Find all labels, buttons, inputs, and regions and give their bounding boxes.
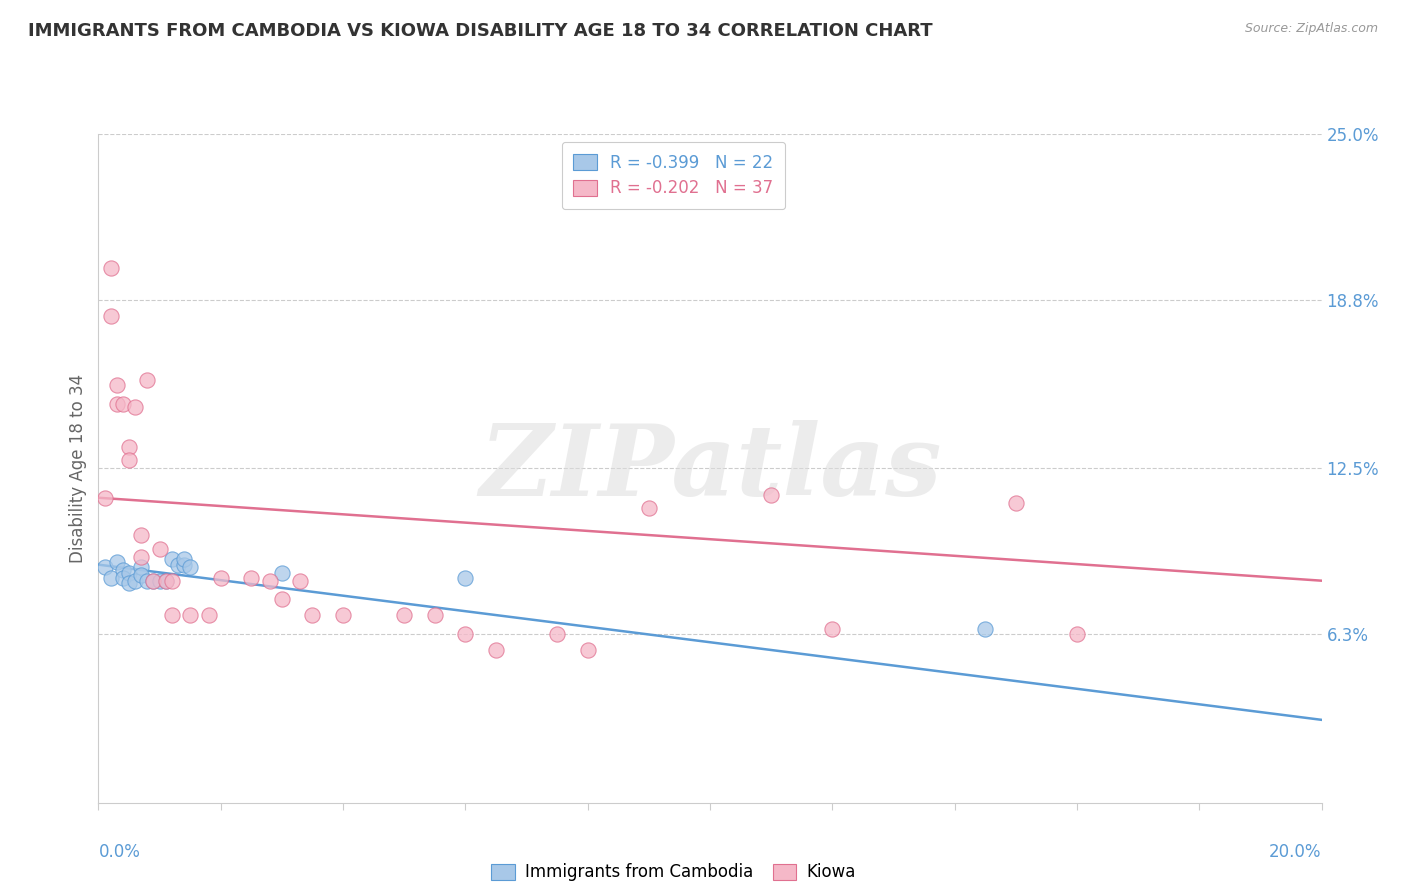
Text: 20.0%: 20.0% [1270, 843, 1322, 861]
Point [93, 491, 115, 505]
Point [759, 488, 782, 502]
Point [93, 560, 115, 574]
Point [332, 608, 354, 623]
Point [576, 643, 599, 657]
Text: IMMIGRANTS FROM CAMBODIA VS KIOWA DISABILITY AGE 18 TO 34 CORRELATION CHART: IMMIGRANTS FROM CAMBODIA VS KIOWA DISABI… [28, 22, 932, 40]
Point [142, 574, 165, 588]
Point [209, 571, 232, 585]
Point [270, 566, 292, 580]
Point [301, 608, 323, 623]
Point [155, 574, 177, 588]
Point [1066, 627, 1088, 641]
Point [129, 528, 152, 542]
Point [160, 574, 183, 588]
Point [111, 563, 134, 577]
Point [173, 558, 195, 572]
Legend: Immigrants from Cambodia, Kiowa: Immigrants from Cambodia, Kiowa [485, 857, 862, 888]
Point [167, 558, 190, 572]
Point [149, 574, 172, 588]
Point [142, 574, 165, 588]
Point [160, 552, 183, 566]
Point [105, 397, 128, 411]
Point [111, 571, 134, 585]
Point [118, 453, 141, 467]
Point [105, 555, 128, 569]
Point [129, 549, 152, 564]
Point [111, 397, 134, 411]
Point [129, 568, 152, 582]
Point [392, 608, 416, 623]
Point [454, 627, 477, 641]
Point [149, 541, 172, 556]
Point [637, 501, 661, 516]
Point [179, 608, 201, 623]
Point [124, 400, 146, 414]
Text: Source: ZipAtlas.com: Source: ZipAtlas.com [1244, 22, 1378, 36]
Point [124, 574, 146, 588]
Text: 0.0%: 0.0% [98, 843, 141, 861]
Point [118, 566, 141, 580]
Point [129, 560, 152, 574]
Y-axis label: Disability Age 18 to 34: Disability Age 18 to 34 [69, 374, 87, 563]
Point [100, 309, 122, 323]
Point [173, 552, 195, 566]
Point [136, 373, 159, 387]
Point [259, 574, 281, 588]
Point [240, 571, 263, 585]
Point [485, 643, 508, 657]
Point [270, 592, 292, 607]
Point [118, 440, 141, 454]
Point [100, 260, 122, 275]
Point [100, 571, 122, 585]
Point [974, 622, 997, 636]
Point [423, 608, 446, 623]
Point [1004, 496, 1026, 510]
Point [179, 560, 201, 574]
Point [105, 378, 128, 392]
Point [136, 574, 159, 588]
Point [290, 574, 312, 588]
Point [546, 627, 568, 641]
Text: ZIPatlas: ZIPatlas [479, 420, 941, 516]
Point [118, 576, 141, 591]
Point [454, 571, 477, 585]
Point [821, 622, 844, 636]
Point [197, 608, 219, 623]
Point [155, 574, 177, 588]
Point [160, 608, 183, 623]
